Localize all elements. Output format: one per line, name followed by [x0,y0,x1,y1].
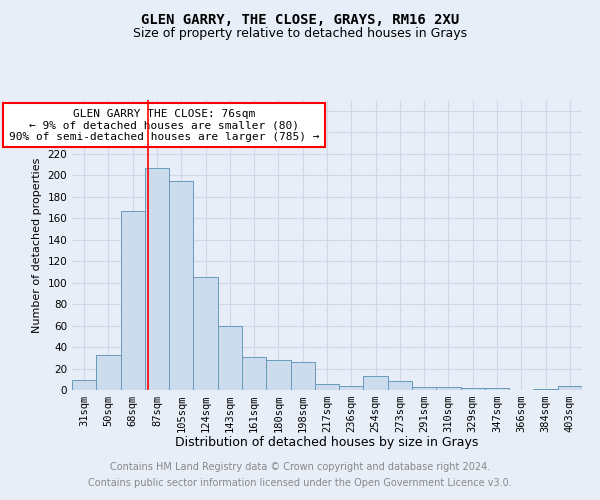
Bar [72,380,96,390]
Bar [218,326,242,390]
Bar [533,389,558,390]
Bar [145,168,169,390]
Bar [412,387,436,390]
Bar [266,360,290,390]
Bar [96,354,121,390]
Bar [485,388,509,390]
Bar [558,386,582,390]
Y-axis label: Number of detached properties: Number of detached properties [32,158,42,332]
Bar [290,362,315,390]
Text: Contains public sector information licensed under the Open Government Licence v3: Contains public sector information licen… [88,478,512,488]
Text: Contains HM Land Registry data © Crown copyright and database right 2024.: Contains HM Land Registry data © Crown c… [110,462,490,472]
Bar [339,386,364,390]
Bar [242,356,266,390]
Text: Size of property relative to detached houses in Grays: Size of property relative to detached ho… [133,28,467,40]
Text: Distribution of detached houses by size in Grays: Distribution of detached houses by size … [175,436,479,449]
Bar [315,384,339,390]
Bar [193,277,218,390]
Bar [436,387,461,390]
Text: GLEN GARRY, THE CLOSE, GRAYS, RM16 2XU: GLEN GARRY, THE CLOSE, GRAYS, RM16 2XU [141,12,459,26]
Text: GLEN GARRY THE CLOSE: 76sqm
← 9% of detached houses are smaller (80)
90% of semi: GLEN GARRY THE CLOSE: 76sqm ← 9% of deta… [8,108,319,142]
Bar [388,382,412,390]
Bar [461,388,485,390]
Bar [121,210,145,390]
Bar [364,376,388,390]
Bar [169,180,193,390]
